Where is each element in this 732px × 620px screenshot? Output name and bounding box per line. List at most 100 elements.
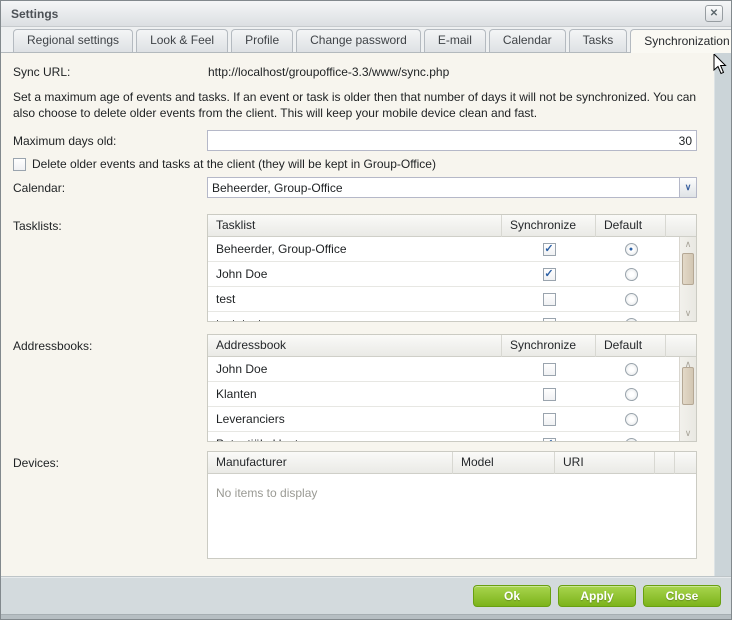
max-days-input[interactable]	[207, 130, 697, 151]
addressbooks-header: Addressbook Synchronize Default	[208, 335, 696, 357]
synchronization-panel: Sync URL: http://localhost/groupoffice-3…	[3, 53, 714, 576]
table-row[interactable]: test_test	[208, 312, 696, 321]
window-bottom-frame	[1, 614, 731, 619]
tab-synchronization[interactable]: Synchronization	[630, 29, 731, 53]
addressbook-name: Klanten	[216, 387, 257, 401]
title-bar[interactable]: Settings ✕	[1, 1, 731, 27]
close-button[interactable]: Close	[643, 584, 721, 607]
tab-calendar[interactable]: Calendar	[488, 29, 566, 52]
table-row[interactable]: John Doe	[208, 357, 696, 382]
footer-bar: Ok Apply Close	[1, 576, 731, 614]
default-radio[interactable]	[624, 413, 638, 426]
synchronize-checkbox[interactable]	[542, 413, 556, 426]
tab-change-password[interactable]: Change password	[296, 29, 421, 52]
column-header-synchronize[interactable]: Synchronize	[502, 335, 596, 357]
column-header-addressbook[interactable]: Addressbook	[208, 335, 502, 357]
table-row[interactable]: test	[208, 287, 696, 312]
scroll-down-icon[interactable]: ∨	[684, 308, 692, 318]
column-header-default[interactable]: Default	[596, 335, 666, 357]
column-header-tasklist[interactable]: Tasklist	[208, 215, 502, 237]
column-header-spare	[666, 335, 696, 357]
synchronize-checkbox[interactable]: ✓	[542, 243, 556, 256]
table-row[interactable]: Beheerder, Group-Office ✓ ●	[208, 237, 696, 262]
tasklists-grid: Tasklist Synchronize Default Beheerder, …	[207, 214, 697, 322]
delete-older-label: Delete older events and tasks at the cli…	[32, 157, 436, 171]
default-radio[interactable]	[624, 268, 638, 281]
scroll-up-icon[interactable]: ∧	[684, 239, 692, 249]
tab-email[interactable]: E-mail	[423, 29, 486, 52]
apply-button[interactable]: Apply	[558, 584, 636, 607]
addressbook-name: Leveranciers	[216, 412, 285, 426]
addressbooks-grid: Addressbook Synchronize Default John Doe…	[207, 334, 697, 442]
table-row[interactable]: Leveranciers	[208, 407, 696, 432]
calendar-combo-trigger[interactable]: ∨	[680, 177, 697, 198]
default-radio[interactable]	[624, 363, 638, 376]
tasklists-label: Tasklists:	[13, 219, 62, 233]
devices-grid: Manufacturer Model URI No items to displ…	[207, 451, 697, 559]
addressbooks-scrollbar[interactable]: ∧ ∨	[679, 357, 696, 441]
synchronize-checkbox[interactable]: ✓	[542, 438, 556, 442]
synchronize-checkbox[interactable]	[542, 293, 556, 306]
description-text: Set a maximum age of events and tasks. I…	[13, 90, 697, 120]
addressbooks-label: Addressbooks:	[13, 339, 93, 353]
scrollbar-thumb[interactable]	[682, 367, 694, 405]
scroll-down-icon[interactable]: ∨	[684, 428, 692, 438]
calendar-combobox: ∨	[207, 177, 697, 198]
default-radio[interactable]: ●	[624, 438, 638, 441]
column-header-spare	[655, 452, 675, 474]
tab-regional-settings[interactable]: Regional settings	[13, 29, 134, 52]
check-icon: ✓	[544, 243, 554, 255]
delete-older-checkbox[interactable]	[13, 158, 26, 171]
scrollbar-thumb[interactable]	[682, 253, 694, 285]
column-header-uri[interactable]: URI	[555, 452, 655, 474]
radio-dot-icon: ●	[626, 439, 637, 441]
radio-dot-icon: ●	[628, 246, 634, 253]
column-header-synchronize[interactable]: Synchronize	[502, 215, 596, 237]
column-header-spare	[666, 215, 696, 237]
calendar-combo-input[interactable]	[207, 177, 680, 198]
window-right-frame	[714, 53, 731, 576]
addressbook-name: John Doe	[216, 362, 268, 376]
check-icon: ✓	[544, 439, 555, 442]
sync-url-label: Sync URL:	[13, 65, 71, 79]
table-row[interactable]: Klanten	[208, 382, 696, 407]
table-row[interactable]: Potentiële klanten ✓ ●	[208, 432, 696, 442]
tab-strip: Regional settings Look & Feel Profile Ch…	[1, 27, 731, 53]
ok-button[interactable]: Ok	[473, 584, 551, 607]
tasklists-scrollbar[interactable]: ∧ ∨	[679, 237, 696, 321]
synchronize-checkbox[interactable]	[542, 318, 556, 321]
tasklist-name: Beheerder, Group-Office	[216, 242, 347, 256]
devices-label: Devices:	[13, 456, 60, 470]
synchronize-checkbox[interactable]: ✓	[542, 268, 556, 281]
tab-look-and-feel[interactable]: Look & Feel	[136, 29, 229, 52]
tasklist-name: test	[216, 292, 236, 306]
tab-tasks[interactable]: Tasks	[568, 29, 628, 52]
column-header-default[interactable]: Default	[596, 215, 666, 237]
window-title: Settings	[11, 7, 59, 21]
tab-profile[interactable]: Profile	[231, 29, 294, 52]
close-icon[interactable]: ✕	[705, 5, 723, 22]
sync-url-value: http://localhost/groupoffice-3.3/www/syn…	[208, 65, 450, 79]
devices-header: Manufacturer Model URI	[208, 452, 696, 474]
default-radio[interactable]	[624, 293, 638, 306]
column-header-model[interactable]: Model	[453, 452, 555, 474]
tasklist-name: test_test	[208, 312, 502, 321]
devices-empty-text: No items to display	[216, 486, 318, 500]
synchronize-checkbox[interactable]	[542, 363, 556, 376]
default-radio[interactable]	[624, 388, 638, 401]
addressbook-name: Potentiële klanten	[208, 432, 502, 441]
column-header-manufacturer[interactable]: Manufacturer	[208, 452, 453, 474]
default-radio[interactable]: ●	[624, 243, 638, 256]
scroll-up-icon[interactable]: ∧	[684, 359, 692, 369]
synchronize-checkbox[interactable]	[542, 388, 556, 401]
tasklist-name: John Doe	[216, 267, 268, 281]
calendar-label: Calendar:	[13, 181, 66, 195]
default-radio[interactable]	[624, 318, 638, 321]
max-days-label: Maximum days old:	[13, 134, 117, 148]
delete-older-row: Delete older events and tasks at the cli…	[13, 157, 436, 172]
chevron-down-icon: ∨	[684, 182, 692, 192]
table-row[interactable]: John Doe ✓	[208, 262, 696, 287]
column-header-spare	[675, 452, 696, 474]
tasklists-header: Tasklist Synchronize Default	[208, 215, 696, 237]
